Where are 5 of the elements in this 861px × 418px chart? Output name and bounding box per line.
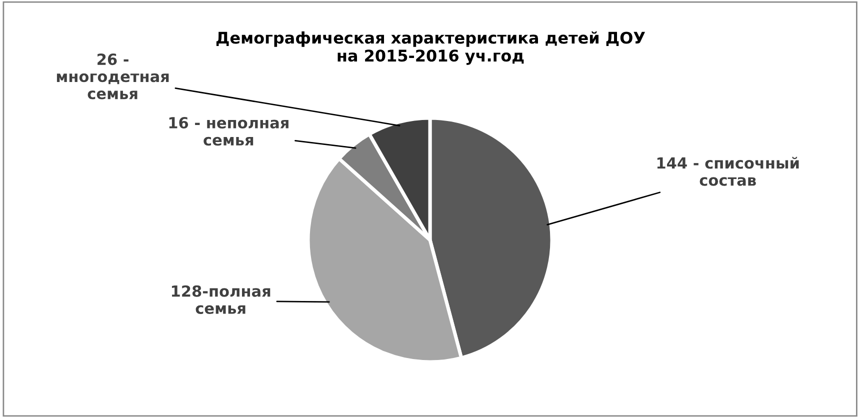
slice-label: 144 - списочный состав xyxy=(657,156,799,186)
slice-label: 26 - многодетная семья xyxy=(56,54,169,100)
slice-label: 16 - неполная семья xyxy=(169,116,288,146)
slice-label: 128-полная семья xyxy=(172,285,270,314)
chart-title: Демографическая характеристика детей ДОУ на 2015-2016 уч.год xyxy=(216,31,646,65)
